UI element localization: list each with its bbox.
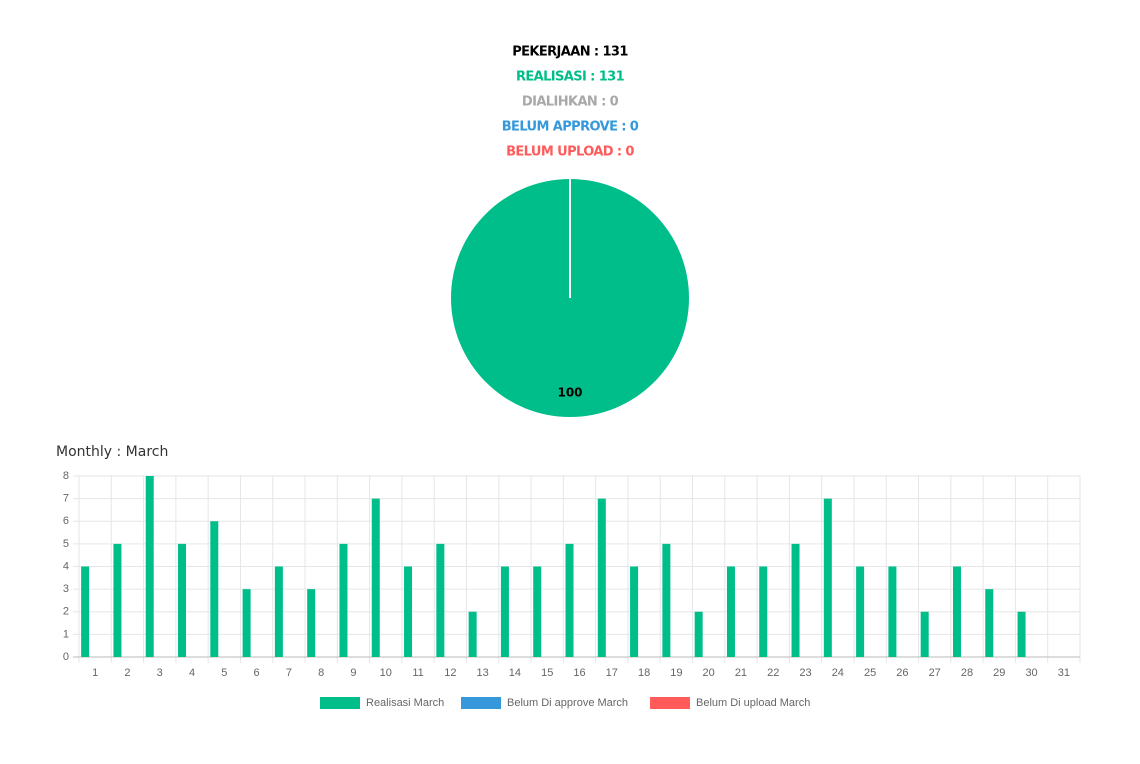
legend-swatch [320, 697, 360, 709]
y-tick-label: 1 [63, 628, 69, 640]
y-tick-label: 3 [63, 583, 69, 595]
bar [500, 566, 509, 657]
bar [694, 611, 703, 657]
bar [307, 589, 316, 657]
bar [952, 566, 961, 657]
bar [985, 589, 994, 657]
bar [371, 498, 380, 657]
x-tick-label: 9 [350, 667, 356, 679]
x-tick-label: 2 [124, 667, 130, 679]
x-tick-label: 4 [189, 667, 195, 679]
bar [178, 543, 187, 657]
bar [726, 566, 735, 657]
bar [81, 566, 90, 657]
x-tick-label: 18 [638, 667, 650, 679]
bar [274, 566, 283, 657]
bar [823, 498, 832, 657]
bar [339, 543, 348, 657]
y-tick-label: 5 [63, 538, 69, 550]
bar [791, 543, 800, 657]
bar [630, 566, 639, 657]
bar [242, 589, 251, 657]
legend-label: Belum Di approve March [507, 697, 628, 709]
x-tick-label: 3 [157, 667, 163, 679]
x-tick-label: 11 [412, 667, 423, 679]
x-tick-label: 15 [541, 667, 553, 679]
x-tick-label: 28 [961, 667, 973, 679]
y-tick-label: 8 [63, 470, 69, 482]
bar [1017, 611, 1026, 657]
x-tick-label: 7 [286, 667, 292, 679]
bar [597, 498, 606, 657]
bar-chart-title: Monthly : March [56, 444, 168, 460]
x-tick-label: 20 [703, 667, 715, 679]
y-tick-label: 7 [63, 493, 69, 505]
x-tick-label: 30 [1025, 667, 1037, 679]
bar [888, 566, 897, 657]
bar [759, 566, 768, 657]
x-tick-label: 12 [444, 667, 456, 679]
x-tick-label: 19 [670, 667, 682, 679]
x-tick-label: 10 [380, 667, 392, 679]
x-tick-label: 27 [929, 667, 941, 679]
summary-belum-upload: BELUM UPLOAD : 0 [506, 145, 634, 160]
x-tick-label: 25 [864, 667, 876, 679]
bar [920, 611, 929, 657]
x-tick-label: 22 [767, 667, 779, 679]
summary-realisasi: REALISASI : 131 [516, 70, 625, 85]
legend-label: Belum Di upload March [696, 697, 810, 709]
bar [436, 543, 445, 657]
x-tick-label: 8 [318, 667, 324, 679]
x-tick-label: 31 [1058, 667, 1070, 679]
bar [404, 566, 413, 657]
bar [856, 566, 865, 657]
pie-value-label: 100 [557, 386, 582, 400]
legend-swatch [650, 697, 690, 709]
x-tick-label: 14 [509, 667, 521, 679]
bar [113, 543, 122, 657]
bar [468, 611, 477, 657]
bar [210, 521, 219, 657]
y-tick-label: 0 [63, 651, 69, 663]
x-tick-label: 1 [92, 667, 98, 679]
x-tick-label: 16 [573, 667, 585, 679]
bar [533, 566, 542, 657]
legend-label: Realisasi March [366, 697, 444, 709]
bar [565, 543, 574, 657]
x-tick-label: 21 [735, 667, 747, 679]
summary-belum-approve: BELUM APPROVE : 0 [502, 120, 639, 135]
y-tick-label: 2 [63, 606, 69, 618]
legend-swatch [461, 697, 501, 709]
x-tick-label: 13 [477, 667, 489, 679]
x-tick-label: 26 [896, 667, 908, 679]
summary-dialihkan: DIALIHKAN : 0 [522, 95, 619, 110]
x-tick-label: 17 [606, 667, 618, 679]
summary-pekerjaan: PEKERJAAN : 131 [512, 45, 628, 60]
bar [145, 476, 154, 657]
y-tick-label: 4 [63, 560, 69, 572]
x-tick-label: 5 [221, 667, 227, 679]
x-tick-label: 23 [799, 667, 811, 679]
bar [662, 543, 671, 657]
y-tick-label: 6 [63, 515, 69, 527]
x-tick-label: 6 [254, 667, 260, 679]
x-tick-label: 24 [832, 667, 844, 679]
x-tick-label: 29 [993, 667, 1005, 679]
